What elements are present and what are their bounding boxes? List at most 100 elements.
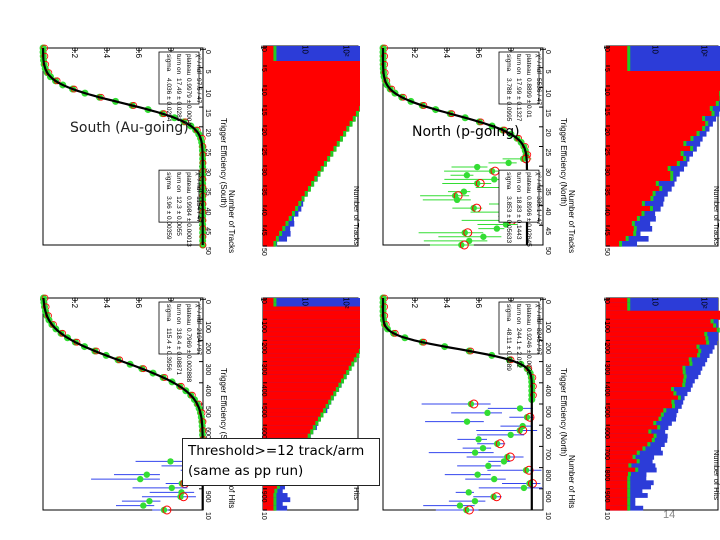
stats-label: plateau [185,54,192,76]
histogram-bar-edge [343,131,347,137]
stats-label: χ² / ndf [535,304,542,324]
data-point [484,409,491,417]
x-tick-label: 300 [260,364,267,376]
histogram-bar-triggered [263,420,318,426]
histogram-bar-edge [273,501,277,507]
histogram-bar-triggered [606,382,685,388]
histogram-bar-edge [628,463,632,469]
histogram-bar-total [263,51,360,57]
data-point-open [505,452,515,462]
histogram-bar-triggered [263,353,359,358]
x-tick-label: 0 [260,48,267,52]
histogram-bar-triggered [263,429,313,435]
histogram-bar-edge [353,357,357,363]
histogram-bar-edge [627,306,631,312]
histogram-bar-edge [627,56,631,62]
histogram-bar-triggered [263,136,342,142]
count-tick-label: 10² [342,297,351,309]
histogram-bar-triggered [263,340,360,346]
histogram-bar-triggered [263,56,276,62]
x-tick-label: 20 [603,128,610,136]
x-tick-label: 45 [603,228,610,236]
histogram-bar-edge [670,171,674,177]
data-point [465,489,472,496]
histogram-bar-edge [698,348,702,354]
histogram-bar-triggered [263,201,301,207]
histogram-bar-edge [710,319,714,325]
histogram-bar-total [606,298,719,303]
histogram-bar-total [606,302,719,308]
histogram-bar-triggered [606,336,708,341]
histogram-bar-edge [355,111,359,117]
histogram-bar-triggered [263,131,346,137]
stats-label: turn on [175,304,182,325]
stats-label: χ² / ndf [195,304,202,324]
y-axis-title: Trigger Efficiency (North) [559,118,568,207]
histogram-bar-edge [651,437,655,443]
histogram-bar-edge [358,348,360,354]
data-point [470,204,477,212]
histogram-bar-triggered [263,348,360,354]
histogram-bar-edge [689,361,693,367]
x-axis-title: Number of Hits [567,455,575,508]
stats-label: sigma [505,304,512,322]
x-tick-label: 500 [544,406,551,418]
histogram-bar-triggered [606,488,630,494]
histogram-bar-triggered [263,146,336,152]
data-point [490,493,497,500]
x-tick-label: 35 [204,188,211,196]
histogram-bar-edge [671,387,675,392]
histogram-bar-triggered [606,310,720,316]
histogram-bar-edge [330,395,334,401]
histogram-bar-triggered [606,365,685,371]
x-tick-label: 5 [204,70,211,74]
x-tick-label: 900 [544,491,551,503]
histogram-bar-triggered [263,186,310,192]
histogram-bar-edge [273,241,277,247]
histogram-bar-triggered [606,429,651,435]
data-point [463,418,471,425]
histogram-bar-triggered [606,221,634,227]
histogram-bar-triggered [263,336,360,341]
histogram-bar-triggered [606,497,630,503]
fit-curve [41,47,204,245]
x-tick-label: 25 [204,149,211,157]
histogram-bar-triggered [606,370,685,375]
data-point [505,159,512,167]
histogram-bar-triggered [606,340,709,346]
fit-curve [381,298,533,510]
x-tick-label: 800 [603,470,610,482]
data-point [480,233,487,240]
histogram-bar-edge [323,408,327,414]
histogram-bar-edge [333,391,337,397]
stats-label: turn on [515,304,522,325]
stats-value: 3.96 ± 0.00359 [165,196,172,240]
histogram-bar-triggered [606,454,635,460]
histogram-bar-triggered [606,46,630,52]
histogram-bar-total [606,56,720,62]
histogram-bar-edge [627,298,631,303]
stats-box [498,169,540,223]
histogram-bar-edge [343,374,347,380]
histogram-bar-triggered [606,442,650,447]
efficiency-tick-label: 0.2 [410,297,419,309]
data-point [516,427,523,434]
histogram-bar-triggered [263,181,314,187]
histogram-bar-edge [330,151,334,157]
x-tick-label: 10 [260,88,267,96]
data-point-open [459,240,469,250]
histogram-bar-triggered [606,196,653,202]
histogram-bar-edge [310,429,314,435]
x-tick-label: 5 [544,70,551,74]
x-tick-label: 300 [544,364,551,376]
histogram-bar-triggered [606,121,708,127]
histogram-bar-triggered [263,121,352,127]
x-tick-label: 300 [204,364,211,376]
stats-value: 115.4 ± 0.3956 [165,328,172,371]
histogram-bar-edge [273,56,277,62]
data-point [143,471,150,478]
histogram-bar-edge [636,450,640,456]
histogram-bar-edge [274,488,278,494]
histogram-bar-triggered [263,374,346,380]
data-point [474,180,481,187]
